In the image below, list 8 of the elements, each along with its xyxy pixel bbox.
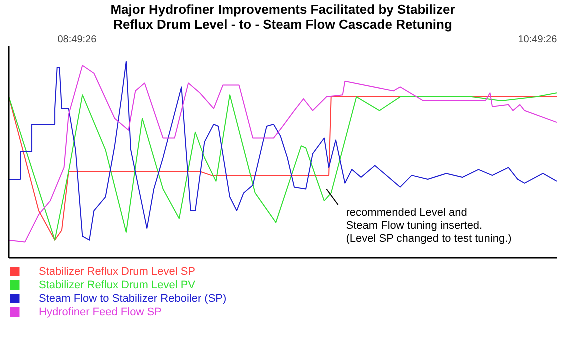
- legend-label: Stabilizer Reflux Drum Level SP: [39, 266, 196, 278]
- legend-label: Stabilizer Reflux Drum Level PV: [39, 279, 196, 292]
- legend-label: Steam Flow to Stabilizer Reboiler (SP): [39, 292, 227, 305]
- chart-title: Major Hydrofiner Improvements Facilitated by Stabilizer Reflux Drum Level - to - Steam Flow Cascade Retuning: [110, 2, 456, 32]
- x-tick-label: 08:49:26: [58, 34, 98, 46]
- x-tick-label: 10:49:26: [518, 34, 558, 46]
- annotation: recommended Level and Steam Flow tuning inserted. (Level SP changed to test tuning.): [346, 207, 512, 245]
- legend-label: Hydrofiner Feed Flow SP: [39, 306, 162, 318]
